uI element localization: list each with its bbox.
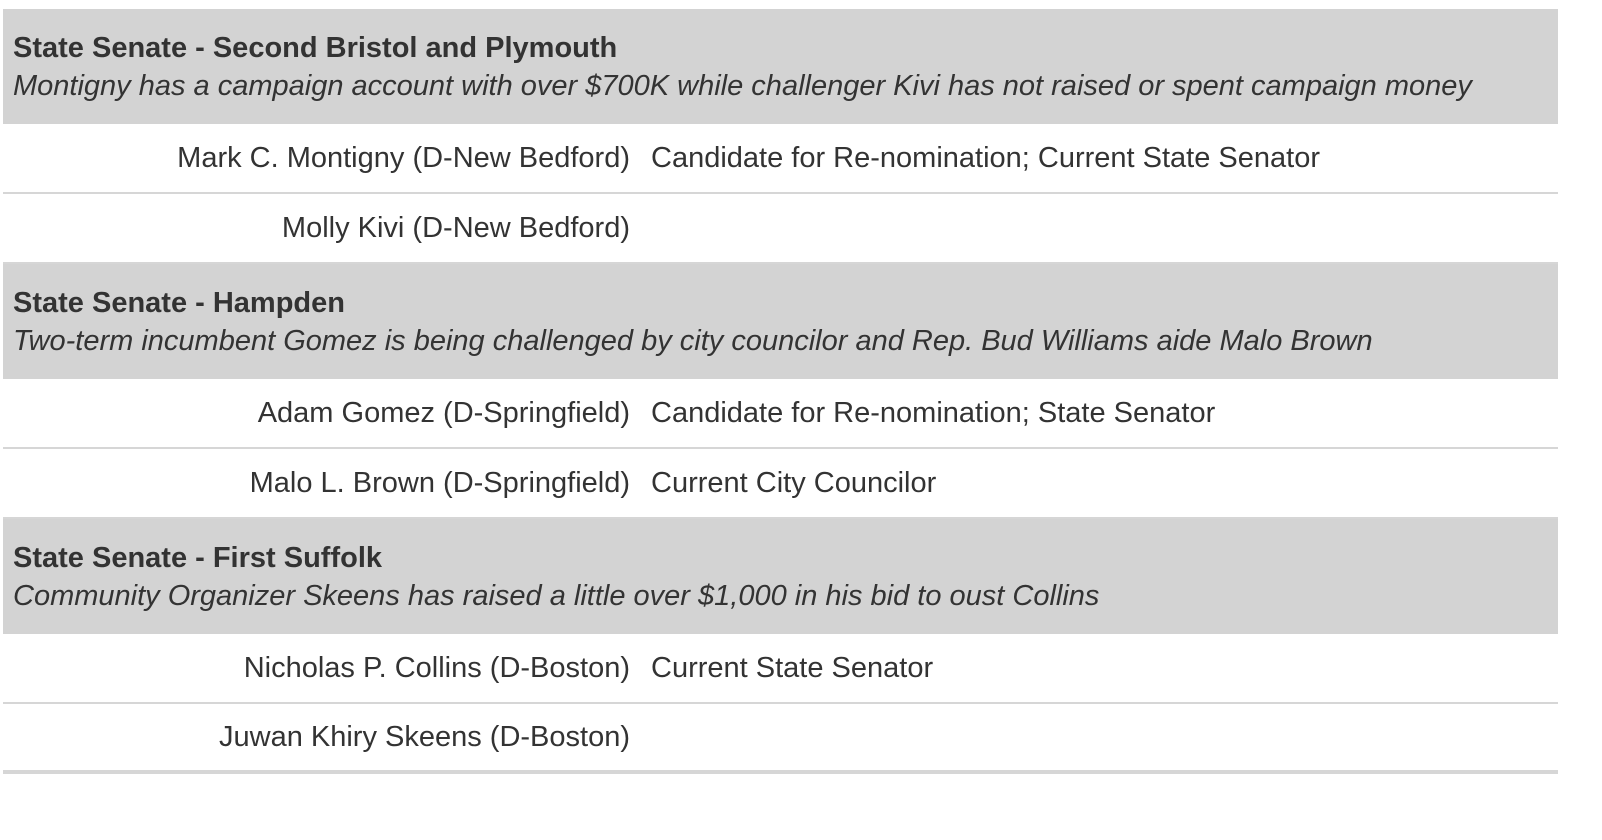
race-title: State Senate - Hampden — [13, 287, 345, 319]
race-header: State Senate - First Suffolk Community O… — [3, 519, 1558, 634]
race-title: State Senate - Second Bristol and Plymou… — [13, 32, 618, 64]
candidate-name: Nicholas P. Collins (D-Boston) — [243, 651, 630, 684]
candidate-row: Malo L. Brown (D-Springfield) Current Ci… — [3, 449, 1558, 519]
candidate-name: Adam Gomez (D-Springfield) — [257, 396, 630, 429]
candidate-name: Molly Kivi (D-New Bedford) — [281, 211, 630, 244]
candidate-row: Mark C. Montigny (D-New Bedford) Candida… — [3, 124, 1558, 194]
candidate-row: Adam Gomez (D-Springfield) Candidate for… — [3, 379, 1558, 449]
race-title: State Senate - First Suffolk — [13, 542, 383, 574]
candidate-name: Juwan Khiry Skeens (D-Boston) — [219, 720, 630, 753]
candidate-row: Juwan Khiry Skeens (D-Boston) — [3, 704, 1558, 774]
candidate-description: Current City Councilor — [651, 466, 937, 499]
race-note: Two-term incumbent Gomez is being challe… — [13, 325, 1373, 357]
candidate-description: Candidate for Re-nomination; State Senat… — [651, 396, 1216, 429]
candidate-name: Malo L. Brown (D-Springfield) — [249, 466, 630, 499]
race-note: Community Organizer Skeens has raised a … — [13, 580, 1100, 612]
race-note: Montigny has a campaign account with ove… — [13, 70, 1472, 102]
candidate-name: Mark C. Montigny (D-New Bedford) — [177, 141, 630, 174]
race-header: State Senate - Second Bristol and Plymou… — [3, 9, 1558, 124]
candidate-description: Candidate for Re-nomination; Current Sta… — [651, 141, 1320, 174]
candidate-row: Molly Kivi (D-New Bedford) — [3, 194, 1558, 264]
candidate-row: Nicholas P. Collins (D-Boston) Current S… — [3, 634, 1558, 704]
race-header: State Senate - Hampden Two-term incumben… — [3, 264, 1558, 379]
candidate-description: Current State Senator — [651, 651, 934, 684]
races-table: State Senate - Second Bristol and Plymou… — [3, 9, 1558, 774]
